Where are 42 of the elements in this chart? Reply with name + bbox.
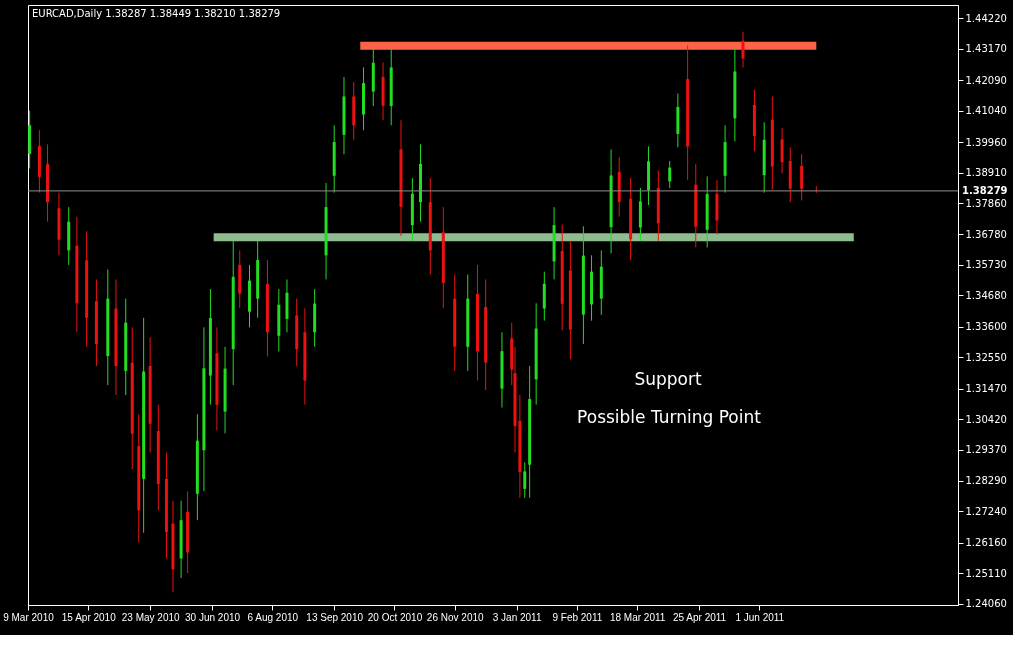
y-tick-label: 1.25110 xyxy=(965,567,1007,579)
x-tick-label: 15 Apr 2010 xyxy=(61,611,117,623)
y-tick-label: 1.36780 xyxy=(965,228,1007,240)
y-tick-label: 1.27240 xyxy=(965,505,1007,517)
x-tick-label: 20 Oct 2010 xyxy=(367,611,423,623)
y-tick-label: 1.34680 xyxy=(965,289,1007,301)
y-tick-label: 1.37860 xyxy=(965,197,1007,209)
y-tick-label: 1.44220 xyxy=(965,12,1007,24)
x-tick-label: 9 Mar 2010 xyxy=(3,611,55,623)
x-tick-label: 25 Apr 2011 xyxy=(672,611,727,623)
y-tick-label: 1.31470 xyxy=(965,383,1007,395)
y-tick-label: 1.41040 xyxy=(965,105,1007,117)
candlestick xyxy=(523,461,527,499)
x-tick-label: 3 Jan 2011 xyxy=(492,611,542,623)
x-tick-label: 9 Feb 2011 xyxy=(552,611,603,623)
y-tick-label: 1.35730 xyxy=(965,259,1007,271)
x-tick-label: 30 Jun 2010 xyxy=(185,611,241,623)
y-tick-label: 1.24060 xyxy=(965,598,1007,610)
y-tick-label: 1.26160 xyxy=(965,537,1007,549)
y-tick-label: 1.42090 xyxy=(965,74,1007,86)
candlestick xyxy=(668,160,672,189)
x-tick-label: 23 May 2010 xyxy=(121,611,180,623)
y-tick-label: 1.28290 xyxy=(965,475,1007,487)
x-tick-label: 6 Aug 2010 xyxy=(247,611,299,623)
candlestick xyxy=(780,127,784,174)
annotation: Possible Turning Point xyxy=(577,407,762,427)
y-tick-label: 1.30420 xyxy=(965,413,1007,425)
x-tick-label: 13 Sep 2010 xyxy=(306,611,364,623)
y-tick-label: 1.39960 xyxy=(965,136,1007,148)
x-tick-label: 26 Nov 2010 xyxy=(426,611,485,623)
chart-title: EURCAD,Daily 1.38287 1.38449 1.38210 1.38279 xyxy=(32,8,281,19)
y-tick-label: 1.32550 xyxy=(965,351,1007,363)
x-tick-label: 18 Mar 2011 xyxy=(609,611,666,623)
ref-line-label: 1.38279 xyxy=(962,184,1008,196)
annotation: Support xyxy=(634,369,702,389)
candlestick xyxy=(741,31,745,68)
y-tick-label: 1.33600 xyxy=(965,321,1007,333)
y-tick-label: 1.38910 xyxy=(965,167,1007,179)
y-tick-label: 1.43170 xyxy=(965,43,1007,55)
y-tick-label: 1.29370 xyxy=(965,444,1007,456)
candlestick xyxy=(800,153,804,201)
x-tick-label: 1 Jun 2011 xyxy=(735,611,785,623)
